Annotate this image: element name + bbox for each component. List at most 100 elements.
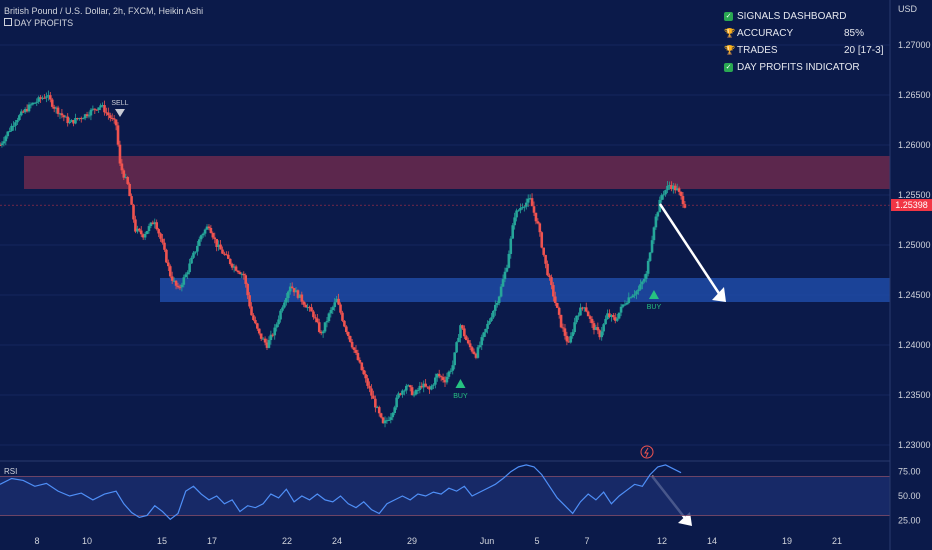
candle-body bbox=[406, 385, 410, 387]
candle-body bbox=[356, 352, 360, 360]
candle-body bbox=[25, 108, 29, 112]
candle-body bbox=[221, 249, 224, 254]
candle-body bbox=[99, 105, 102, 108]
dashboard-row-label: DAY PROFITS INDICATOR bbox=[737, 62, 860, 73]
candle-body bbox=[445, 376, 449, 383]
candle-body bbox=[377, 407, 381, 414]
dashboard-row-value: 85% bbox=[844, 28, 865, 39]
candle-body bbox=[285, 297, 288, 303]
candle-body bbox=[579, 307, 582, 316]
candle-body bbox=[571, 332, 574, 337]
candle-body bbox=[178, 287, 182, 289]
candle-body bbox=[128, 183, 131, 197]
candle-body bbox=[366, 378, 369, 386]
candle-body bbox=[238, 272, 242, 274]
candle-body bbox=[443, 379, 447, 383]
candle-body bbox=[439, 376, 443, 378]
alert-icon[interactable] bbox=[640, 445, 654, 459]
candle-body bbox=[590, 318, 594, 324]
candle-body bbox=[623, 304, 627, 306]
dashboard-row: ✓ DAY PROFITS INDICATOR bbox=[724, 59, 889, 76]
candle-body bbox=[345, 326, 348, 332]
candle-body bbox=[182, 277, 186, 285]
candle-body bbox=[120, 163, 124, 171]
candle-body bbox=[588, 316, 592, 319]
candle-body bbox=[60, 113, 64, 116]
candle-body bbox=[600, 331, 604, 338]
candle-body bbox=[236, 270, 240, 273]
candle-body bbox=[79, 118, 83, 120]
candle-body bbox=[457, 337, 460, 343]
candle-body bbox=[267, 340, 271, 348]
candle-body bbox=[54, 107, 58, 109]
candle-body bbox=[325, 321, 329, 323]
candle-body bbox=[19, 111, 23, 116]
dashboard-row-label: SIGNALS DASHBOARD bbox=[737, 11, 847, 22]
candle-body bbox=[277, 319, 280, 325]
candle-body bbox=[252, 315, 255, 321]
candle-body bbox=[283, 302, 286, 308]
candle-body bbox=[555, 302, 559, 308]
candle-body bbox=[205, 226, 209, 230]
candle-body bbox=[298, 294, 302, 298]
candle-body bbox=[227, 254, 230, 259]
candle-body bbox=[565, 335, 569, 342]
candle-body bbox=[673, 185, 677, 191]
candle-body bbox=[62, 115, 66, 118]
time-tick-label: 17 bbox=[207, 536, 217, 546]
time-tick-label: 29 bbox=[407, 536, 417, 546]
price-tick-label: 1.24000 bbox=[898, 340, 931, 350]
candle-body bbox=[372, 395, 375, 399]
candle-body bbox=[559, 314, 563, 328]
time-tick-label: 19 bbox=[782, 536, 792, 546]
candle-body bbox=[668, 185, 671, 187]
candle-body bbox=[87, 115, 91, 117]
candle-body bbox=[343, 320, 346, 327]
candle-body bbox=[358, 359, 362, 363]
candle-body bbox=[509, 238, 513, 254]
candle-body bbox=[461, 325, 464, 329]
candle-body bbox=[503, 271, 507, 280]
candle-body bbox=[592, 323, 596, 330]
candle-body bbox=[375, 407, 379, 409]
candles bbox=[0, 90, 890, 428]
candle-body bbox=[613, 317, 617, 321]
candle-body bbox=[269, 334, 273, 341]
candle-body bbox=[333, 302, 337, 308]
candle-body bbox=[484, 328, 487, 333]
candle-body bbox=[399, 393, 402, 395]
candle-body bbox=[89, 109, 93, 116]
dashboard-row: ✓ SIGNALS DASHBOARD bbox=[724, 8, 889, 25]
candle-body bbox=[497, 296, 501, 303]
candle-body bbox=[327, 313, 331, 322]
candle-body bbox=[112, 118, 116, 120]
candle-body bbox=[101, 105, 104, 107]
candle-body bbox=[368, 385, 371, 389]
candle-body bbox=[602, 324, 605, 332]
candle-body bbox=[482, 332, 485, 338]
candle-body bbox=[472, 351, 476, 354]
check-icon: ✓ bbox=[724, 63, 733, 72]
candle-body bbox=[538, 223, 542, 233]
candle-body bbox=[625, 302, 629, 305]
candle-body bbox=[56, 107, 60, 114]
time-tick-label: 8 bbox=[34, 536, 39, 546]
candle-body bbox=[507, 253, 511, 268]
candle-body bbox=[225, 254, 228, 256]
candle-body bbox=[449, 370, 453, 372]
candle-body bbox=[108, 115, 112, 119]
candle-body bbox=[321, 331, 325, 334]
candle-body bbox=[455, 342, 458, 353]
candle-body bbox=[677, 188, 681, 192]
candle-body bbox=[219, 244, 222, 250]
candle-body bbox=[228, 258, 232, 265]
candle-body bbox=[515, 210, 518, 218]
candle-body bbox=[654, 216, 658, 228]
candle-body bbox=[209, 227, 213, 233]
candle-body bbox=[658, 199, 662, 213]
candle-body bbox=[490, 317, 493, 321]
price-axis: 1.27000 1.26500 1.26000 1.25500 1.25000 1.245… bbox=[898, 40, 931, 450]
candle-body bbox=[648, 252, 652, 261]
